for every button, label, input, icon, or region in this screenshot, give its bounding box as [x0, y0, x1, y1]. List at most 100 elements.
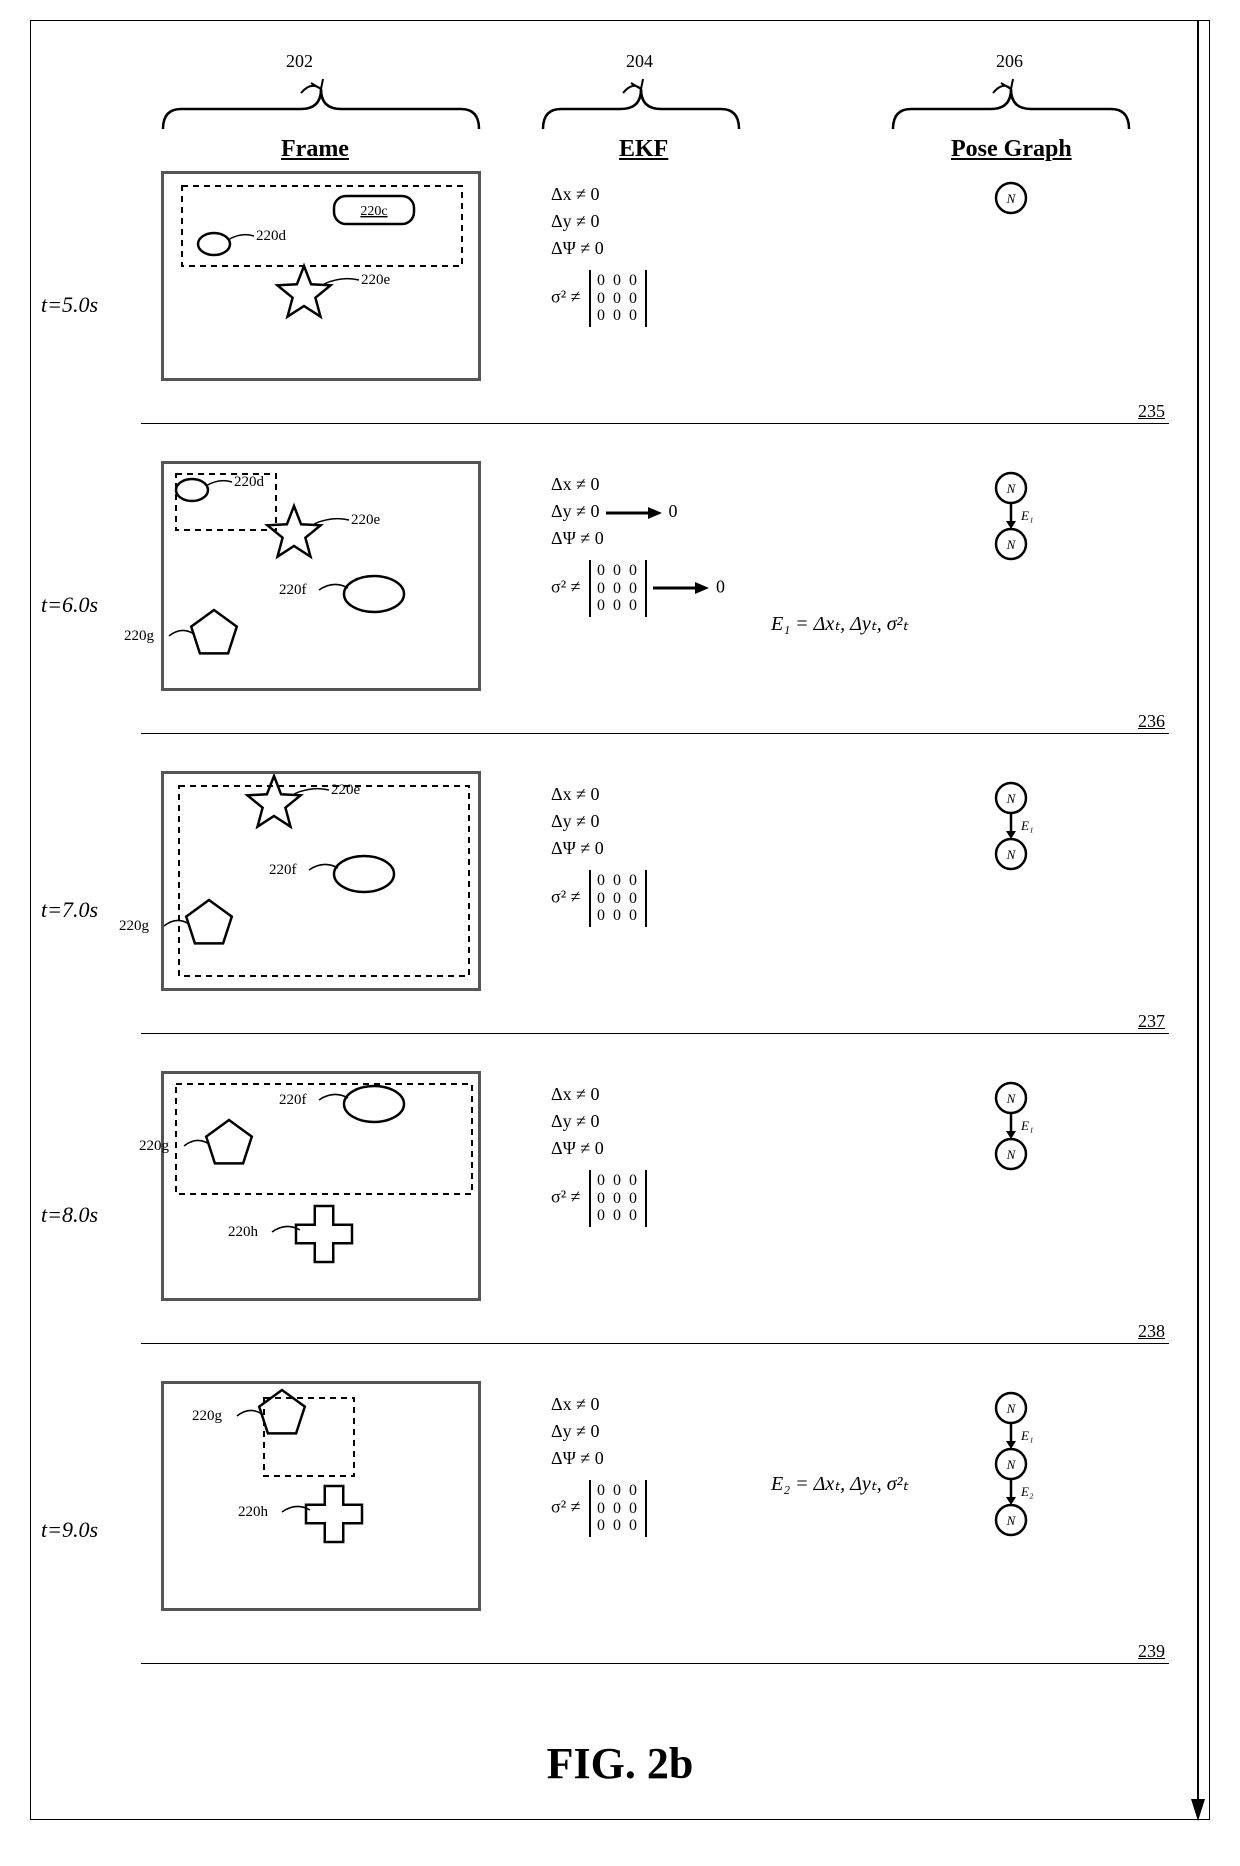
row-ref: 238: [1138, 1321, 1165, 1342]
ekf-block: Δx ≠ 0Δy ≠ 0 ΔΨ ≠ 0 σ² ≠ 0 0 00 0 00 0 0: [551, 1081, 647, 1227]
row-divider: [141, 733, 1169, 734]
pose-graph: NE₁NE₂N: [991, 1391, 1071, 1542]
brace-pose: [891, 75, 1131, 131]
svg-text:N: N: [1006, 1091, 1017, 1106]
feature-label: 220h: [228, 1224, 258, 1241]
brace-frame: [161, 75, 481, 131]
pose-graph: NE₁N: [991, 1081, 1071, 1176]
ekf-sigma: σ² ≠ 0 0 00 0 00 0 0: [551, 870, 647, 927]
pose-ref: 206: [996, 51, 1023, 72]
feature-label: 220h: [238, 1504, 268, 1521]
ekf-dpsi: ΔΨ ≠ 0: [551, 1445, 647, 1472]
frame-box: 220c 220d 220e: [161, 171, 481, 381]
svg-text:E₁: E₁: [1020, 1428, 1033, 1443]
frame-box: 220g 220h: [161, 1381, 481, 1611]
ekf-dx: Δx ≠ 0: [551, 1081, 647, 1108]
row-divider: [141, 1343, 1169, 1344]
ekf-dx: Δx ≠ 0: [551, 1391, 647, 1418]
frame-box: 220f220g220h: [161, 1071, 481, 1301]
ekf-dpsi: ΔΨ ≠ 0: [551, 235, 647, 262]
row-divider: [141, 423, 1169, 424]
svg-text:N: N: [1006, 791, 1017, 806]
frame-box: 220e220f220g: [161, 771, 481, 991]
feature-label: 220g: [139, 1138, 169, 1155]
row-0: t=5.0s 220c 220d 220e Δx ≠ 0Δy ≠ 0 ΔΨ ≠ 0 σ² …: [31, 171, 1189, 441]
pose-graph: N: [991, 181, 1071, 220]
svg-text:N: N: [1006, 1147, 1017, 1162]
ekf-block: Δx ≠ 0Δy ≠ 0 ΔΨ ≠ 0 σ² ≠ 0 0 00 0 00 0 0: [551, 781, 647, 927]
figure-container: 202 Frame 204 EKF 206 Pose Graph t=5.0s 2…: [30, 20, 1210, 1820]
brace-ekf: [541, 75, 741, 131]
svg-text:E₁: E₁: [1020, 1118, 1033, 1133]
time-label: t=6.0s: [41, 592, 98, 618]
ekf-dy: Δy ≠ 0: [551, 1418, 647, 1445]
timeline-arrow: [1191, 21, 1205, 1821]
svg-text:N: N: [1006, 847, 1017, 862]
ekf-sigma: σ² ≠ 0 0 00 0 00 0 0 0: [551, 560, 725, 617]
ekf-dy: Δy ≠ 0: [551, 1108, 647, 1135]
edge-equation: E₁ = Δxₜ, Δyₜ, σ²ₜ: [771, 611, 908, 636]
feature-label: 220e: [331, 782, 360, 799]
svg-text:N: N: [1006, 1513, 1017, 1528]
ekf-sigma: σ² ≠ 0 0 00 0 00 0 0: [551, 1480, 647, 1537]
ekf-dpsi: ΔΨ ≠ 0: [551, 525, 725, 552]
ekf-block: Δx ≠ 0Δy ≠ 0 ΔΨ ≠ 0 σ² ≠ 0 0 00 0 00 0 0: [551, 1391, 647, 1537]
ekf-dx: Δx ≠ 0: [551, 781, 647, 808]
svg-text:N: N: [1006, 191, 1017, 206]
ekf-sigma: σ² ≠ 0 0 00 0 00 0 0: [551, 1170, 647, 1227]
ekf-dpsi: ΔΨ ≠ 0: [551, 1135, 647, 1162]
feature-label: 220g: [124, 628, 154, 645]
svg-text:E₂: E₂: [1020, 1484, 1034, 1499]
svg-text:E₁: E₁: [1020, 818, 1033, 833]
ekf-ref: 204: [626, 51, 653, 72]
ekf-dy: Δy ≠ 0: [551, 808, 647, 835]
ekf-dpsi: ΔΨ ≠ 0: [551, 835, 647, 862]
row-ref: 236: [1138, 711, 1165, 732]
pose-label: Pose Graph: [951, 136, 1072, 163]
svg-text:N: N: [1006, 481, 1017, 496]
pose-graph: NE₁N: [991, 471, 1071, 566]
ekf-block: Δx ≠ 0Δy ≠ 0 ΔΨ ≠ 0 σ² ≠ 0 0 00 0 00 0 0: [551, 181, 647, 327]
row-divider: [141, 1663, 1169, 1664]
row-ref: 239: [1138, 1641, 1165, 1662]
row-ref: 235: [1138, 401, 1165, 422]
ekf-sigma: σ² ≠ 0 0 00 0 00 0 0: [551, 270, 647, 327]
ekf-label: EKF: [619, 136, 668, 163]
ekf-dx: Δx ≠ 0: [551, 181, 647, 208]
svg-text:220c: 220c: [360, 204, 387, 219]
ekf-dx: Δx ≠ 0: [551, 471, 725, 498]
row-1: t=6.0s 220d 220e 220f 220g Δx ≠ 0Δy ≠ 0 0ΔΨ ≠…: [31, 461, 1189, 751]
feature-label: 220f: [269, 862, 297, 879]
ekf-block: Δx ≠ 0Δy ≠ 0 0ΔΨ ≠ 0 σ² ≠ 0 0 00 0 00 0 0…: [551, 471, 725, 617]
row-ref: 237: [1138, 1011, 1165, 1032]
feature-label: 220d: [256, 228, 286, 245]
frame-box: 220d220e220f220g: [161, 461, 481, 691]
feature-label: 220e: [361, 272, 390, 289]
feature-label: 220f: [279, 582, 307, 599]
row-divider: [141, 1033, 1169, 1034]
frame-ref: 202: [286, 51, 313, 72]
time-label: t=8.0s: [41, 1202, 98, 1228]
feature-label: 220f: [279, 1092, 307, 1109]
row-4: t=9.0s 220g 220h Δx ≠ 0Δy ≠ 0 ΔΨ ≠ 0 σ² ≠ 0 …: [31, 1381, 1189, 1681]
frame-label: Frame: [281, 136, 349, 163]
svg-text:N: N: [1006, 1401, 1017, 1416]
feature-label: 220e: [351, 512, 380, 529]
row-3: t=8.0s220f220g220hΔx ≠ 0Δy ≠ 0 ΔΨ ≠ 0σ² …: [31, 1071, 1189, 1361]
svg-text:N: N: [1006, 537, 1017, 552]
svg-text:E₁: E₁: [1020, 508, 1033, 523]
row-2: t=7.0s 220e 220f 220g Δx ≠ 0Δy ≠ 0 ΔΨ ≠ 0 σ² …: [31, 771, 1189, 1051]
ekf-dy: Δy ≠ 0: [551, 208, 647, 235]
time-label: t=9.0s: [41, 1517, 98, 1543]
feature-label: 220g: [119, 918, 149, 935]
column-headers: 202 Frame 204 EKF 206 Pose Graph: [31, 41, 1195, 161]
time-label: t=5.0s: [41, 292, 98, 318]
edge-equation: E₂ = Δxₜ, Δyₜ, σ²ₜ: [771, 1471, 908, 1496]
time-label: t=7.0s: [41, 897, 98, 923]
ekf-dy: Δy ≠ 0 0: [551, 498, 725, 525]
pose-graph: NE₁N: [991, 781, 1071, 876]
feature-label: 220g: [192, 1408, 222, 1425]
feature-label: 220d: [234, 474, 264, 491]
figure-title: FIG. 2b: [31, 1738, 1209, 1789]
svg-text:N: N: [1006, 1457, 1017, 1472]
